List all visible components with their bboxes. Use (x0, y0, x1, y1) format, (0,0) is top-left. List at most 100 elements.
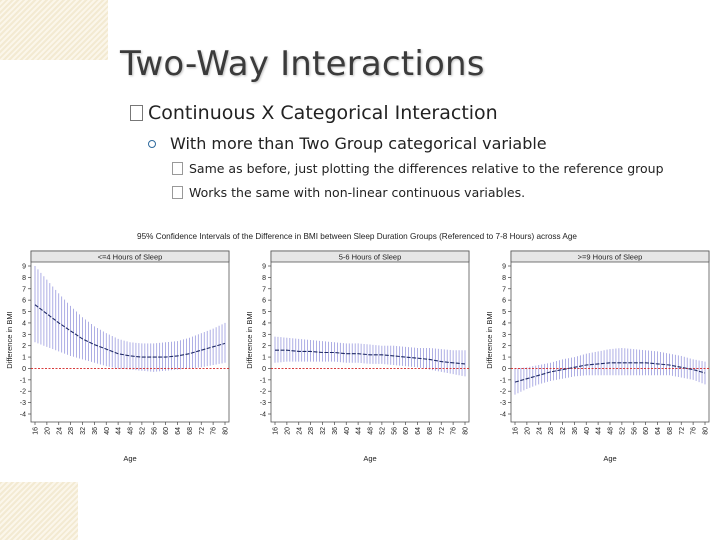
x-tick-label: 44 (356, 427, 363, 435)
x-tick-label: 48 (608, 427, 615, 435)
y-tick-label: 3 (502, 332, 506, 339)
x-axis-label: Age (603, 454, 616, 463)
y-tick-label: 2 (22, 343, 26, 350)
y-tick-label: -4 (20, 412, 26, 419)
y-tick-label: 3 (262, 332, 266, 339)
x-tick-label: 52 (619, 427, 626, 435)
panel-title: 5-6 Hours of Sleep (339, 253, 402, 262)
y-tick-label: -2 (260, 389, 266, 396)
x-tick-label: 80 (703, 427, 710, 435)
x-axis-label: Age (363, 454, 376, 463)
x-tick-label: 68 (427, 427, 434, 435)
bullet-text: With more than Two Group categorical var… (170, 134, 547, 153)
x-tick-label: 60 (163, 427, 170, 435)
y-tick-label: -1 (260, 377, 266, 384)
bullet-level-3: Same as before, just plotting the differ… (172, 161, 664, 176)
y-tick-label: 1 (22, 355, 26, 362)
y-tick-label: -1 (20, 377, 26, 384)
x-tick-label: 32 (560, 427, 567, 435)
y-axis-label: Difference in BMI (245, 311, 254, 368)
x-tick-label: 72 (679, 427, 686, 435)
corner-pattern-top-left (0, 0, 108, 60)
y-tick-label: 5 (502, 309, 506, 316)
y-tick-label: 7 (502, 286, 506, 293)
x-tick-label: 40 (344, 427, 351, 435)
x-tick-label: 20 (44, 427, 51, 435)
y-tick-label: 4 (22, 320, 26, 327)
x-tick-label: 36 (572, 427, 579, 435)
missing-glyph-icon (172, 186, 183, 199)
x-tick-label: 76 (211, 427, 218, 435)
y-tick-label: 3 (22, 332, 26, 339)
circle-bullet-icon (148, 139, 156, 148)
x-tick-label: 56 (391, 427, 398, 435)
x-tick-label: 60 (643, 427, 650, 435)
x-tick-label: 60 (403, 427, 410, 435)
bullet-level-1: Continuous X Categorical Interaction (130, 102, 498, 124)
y-tick-label: -2 (500, 389, 506, 396)
y-axis-label: Difference in BMI (485, 311, 494, 368)
y-tick-label: -1 (500, 377, 506, 384)
y-tick-label: 0 (262, 366, 266, 373)
chart-panel-2: 5-6 Hours of Sleep9876543210-1-2-3-4Diff… (245, 250, 470, 463)
slide-title: Two-Way Interactions (120, 44, 485, 84)
x-tick-label: 64 (175, 427, 182, 435)
x-tick-label: 32 (80, 427, 87, 435)
x-tick-label: 76 (451, 427, 458, 435)
y-tick-label: 8 (262, 275, 266, 282)
estimate-line (275, 349, 466, 365)
bullet-text: Same as before, just plotting the differ… (189, 161, 664, 176)
bullet-level-2: With more than Two Group categorical var… (148, 134, 547, 153)
y-tick-label: 9 (502, 264, 506, 271)
x-tick-label: 16 (513, 427, 520, 435)
y-tick-label: 9 (22, 264, 26, 271)
panel-strip (270, 250, 470, 263)
y-tick-label: 4 (262, 320, 266, 327)
x-tick-label: 28 (548, 427, 555, 435)
x-tick-label: 36 (332, 427, 339, 435)
x-tick-label: 52 (379, 427, 386, 435)
chart-panel-1: <=4 Hours of Sleep9876543210-1-2-3-4Diff… (5, 250, 230, 463)
x-tick-label: 48 (128, 427, 135, 435)
x-tick-label: 68 (667, 427, 674, 435)
y-tick-label: 5 (262, 309, 266, 316)
y-tick-label: 2 (502, 343, 506, 350)
y-tick-label: -4 (260, 412, 266, 419)
panel-strip (510, 250, 710, 263)
x-tick-label: 44 (596, 427, 603, 435)
y-tick-label: 0 (22, 366, 26, 373)
x-tick-label: 64 (655, 427, 662, 435)
y-tick-label: -2 (20, 389, 26, 396)
bullet-text: Works the same with non-linear continuou… (189, 185, 526, 200)
y-tick-label: 2 (262, 343, 266, 350)
x-tick-label: 48 (368, 427, 375, 435)
y-axis-label: Difference in BMI (5, 311, 14, 368)
x-tick-label: 40 (584, 427, 591, 435)
panel-strip (30, 250, 230, 263)
x-tick-label: 72 (199, 427, 206, 435)
x-tick-label: 16 (33, 427, 40, 435)
x-tick-label: 76 (691, 427, 698, 435)
x-tick-label: 56 (631, 427, 638, 435)
x-tick-label: 44 (116, 427, 123, 435)
y-tick-label: 5 (22, 309, 26, 316)
panel-title: >=9 Hours of Sleep (578, 253, 643, 262)
y-tick-label: 1 (262, 355, 266, 362)
y-tick-label: 6 (22, 298, 26, 305)
x-tick-label: 40 (104, 427, 111, 435)
x-tick-label: 24 (56, 427, 63, 435)
x-tick-label: 36 (92, 427, 99, 435)
corner-pattern-bottom-left (0, 482, 78, 540)
x-tick-label: 56 (151, 427, 158, 435)
x-tick-label: 20 (284, 427, 291, 435)
y-tick-label: 8 (502, 275, 506, 282)
x-tick-label: 32 (320, 427, 327, 435)
x-tick-label: 80 (463, 427, 470, 435)
y-tick-label: 9 (262, 264, 266, 271)
x-tick-label: 28 (68, 427, 75, 435)
chart-panel-3: >=9 Hours of Sleep9876543210-1-2-3-4Diff… (485, 250, 710, 463)
x-tick-label: 28 (308, 427, 315, 435)
x-tick-label: 52 (139, 427, 146, 435)
missing-glyph-icon (130, 105, 143, 121)
x-tick-label: 20 (524, 427, 531, 435)
